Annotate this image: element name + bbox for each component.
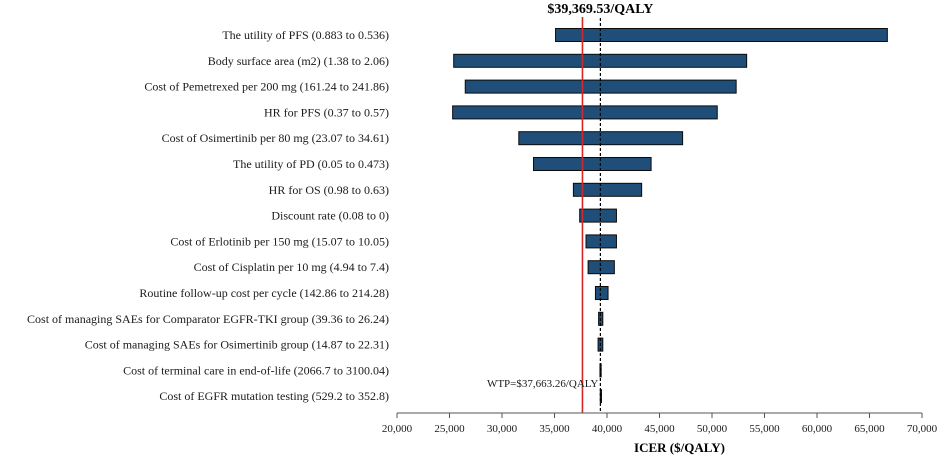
bar-4 xyxy=(452,105,718,120)
wtp-label: WTP=$37,663.26/QALY xyxy=(487,378,598,390)
bar-3 xyxy=(464,79,737,94)
x-tick-label: 50,000 xyxy=(697,423,728,435)
x-tick-label: 70,000 xyxy=(907,423,938,435)
category-label: The utility of PFS (0.883 to 0.536) xyxy=(222,28,389,42)
category-label: Cost of Pemetrexed per 200 mg (161.24 to… xyxy=(144,80,389,94)
x-tick-label: 60,000 xyxy=(802,423,833,435)
bar-10 xyxy=(587,260,615,275)
chart-title: $39,369.53/QALY xyxy=(547,2,653,17)
category-label: The utility of PD (0.05 to 0.473) xyxy=(233,157,389,171)
bars-group xyxy=(452,28,888,404)
bar-7 xyxy=(572,182,643,197)
x-tick-label: 40,000 xyxy=(592,423,623,435)
category-label: Cost of Erlotinib per 150 mg (15.07 to 1… xyxy=(170,234,389,248)
category-label: Cost of Osimertinib per 80 mg (23.07 to … xyxy=(162,131,389,145)
category-label: Discount rate (0.08 to 0) xyxy=(271,209,389,223)
bar-11 xyxy=(594,286,609,300)
bar-1 xyxy=(555,28,888,42)
x-axis-ticks: 20,000 25,000 30,000 35,000 40,000 45,000 50,0… xyxy=(382,413,938,435)
x-tick-label: 55,000 xyxy=(749,423,780,435)
bar-9 xyxy=(585,234,617,249)
x-tick-label: 30,000 xyxy=(487,423,518,435)
x-tick-label: 20,000 xyxy=(382,423,413,435)
x-tick-label: 25,000 xyxy=(434,423,465,435)
category-labels: The utility of PFS (0.883 to 0.536) Body … xyxy=(27,28,389,403)
bar-6 xyxy=(533,157,652,171)
category-label: Cost of managing SAEs for Osimertinib gr… xyxy=(85,338,389,352)
x-tick-label: 45,000 xyxy=(644,423,675,435)
category-label: Cost of terminal care in end-of-life (20… xyxy=(123,363,389,377)
x-tick-label: 65,000 xyxy=(854,423,885,435)
bar-8 xyxy=(579,208,617,223)
category-label: Routine follow-up cost per cycle (142.86… xyxy=(139,286,389,300)
x-tick-label: 35,000 xyxy=(539,423,570,435)
category-label: Body surface area (m2) (1.38 to 2.06) xyxy=(208,54,389,68)
category-label: HR for OS (0.98 to 0.63) xyxy=(269,183,389,197)
category-label: Cost of Cisplatin per 10 mg (4.94 to 7.4… xyxy=(194,260,389,274)
category-label: HR for PFS (0.37 to 0.57) xyxy=(264,105,389,119)
category-label: Cost of EGFR mutation testing (529.2 to … xyxy=(159,389,389,403)
x-axis-title: ICER ($/QALY) xyxy=(634,440,725,455)
category-label: Cost of managing SAEs for Comparator EGF… xyxy=(27,312,389,326)
